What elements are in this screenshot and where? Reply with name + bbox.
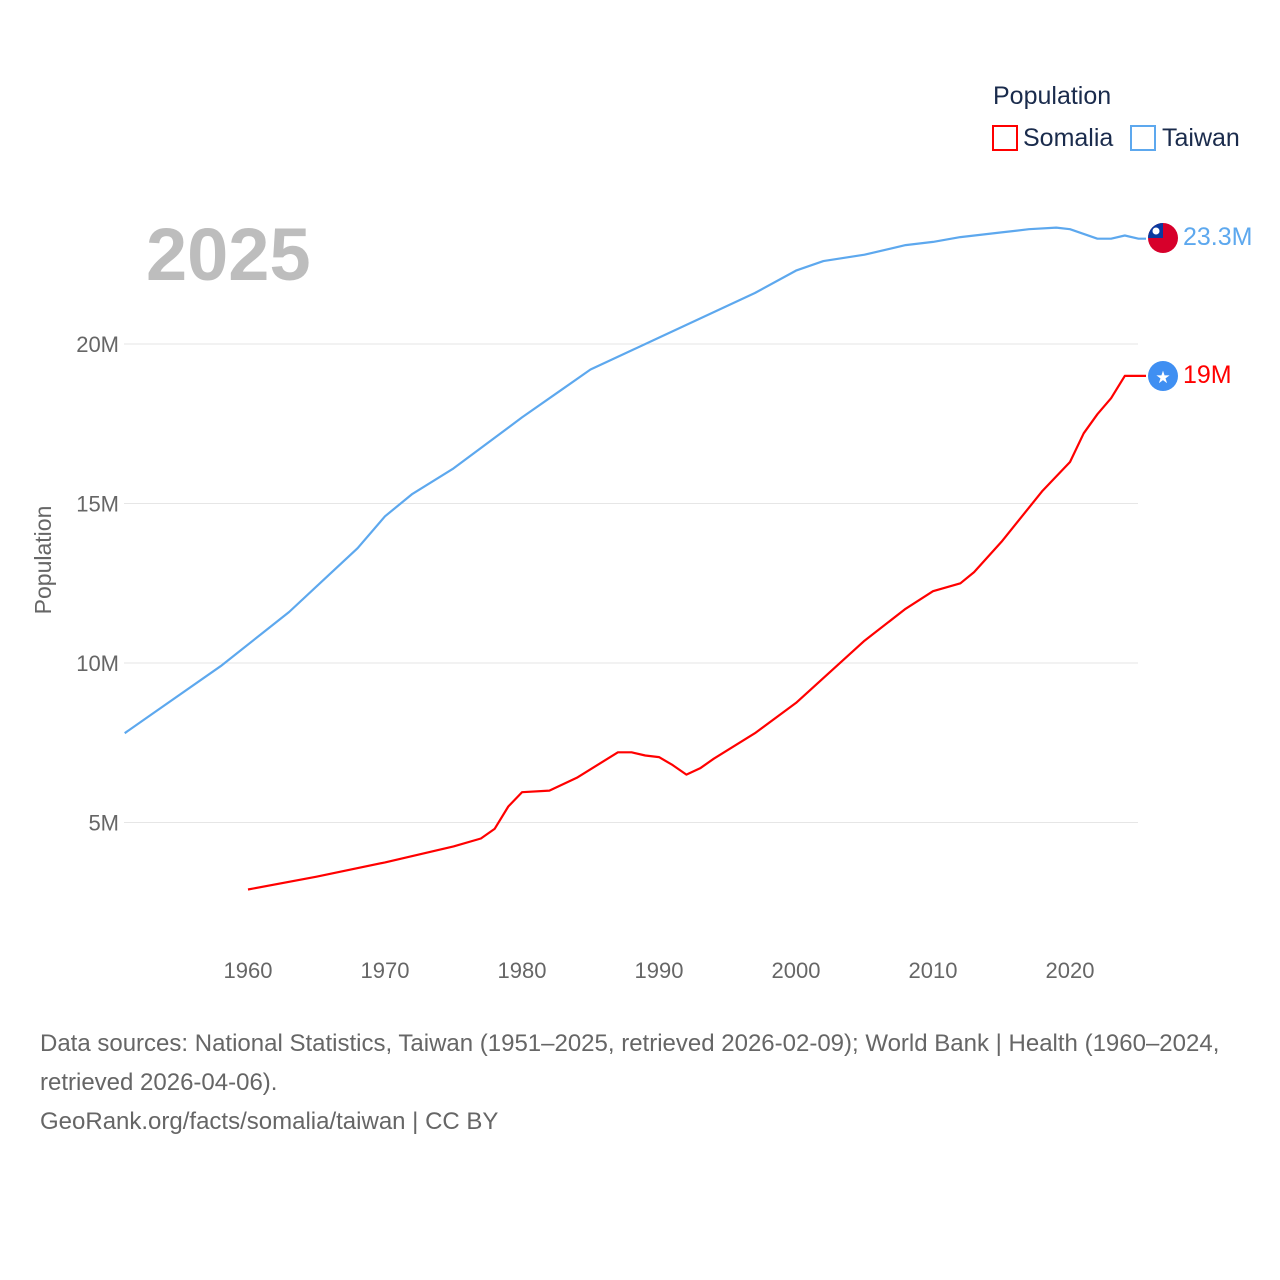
x-tick-label: 2010 [909,958,958,983]
legend-swatch-taiwan [1130,125,1156,151]
x-tick-label: 1970 [361,958,410,983]
x-axis-ticks: 1960 1970 1980 1990 2000 2010 2020 [224,958,1095,983]
source-text: Data sources: National Statistics, Taiwa… [40,1030,1220,1096]
x-tick-label: 2020 [1046,958,1095,983]
attribution-link[interactable]: GeoRank.org/facts/somalia/taiwan | CC BY [40,1108,499,1135]
x-tick-label: 2000 [772,958,821,983]
end-label-somalia: 19M [1183,361,1232,389]
y-tick-label: 20M [76,332,119,357]
legend-swatch-somalia [992,125,1018,151]
y-tick-label: 5M [88,811,119,836]
y-axis-label: Population [30,506,56,615]
end-label-taiwan: 23.3M [1183,223,1252,251]
series-lines [124,226,1146,891]
source-note: Data sources: National Statistics, Taiwa… [40,1024,1250,1141]
legend-label-taiwan[interactable]: Taiwan [1162,124,1240,152]
legend-label-somalia[interactable]: Somalia [1023,124,1113,152]
series-line-somalia [247,374,1146,891]
x-tick-label: 1980 [498,958,547,983]
year-label: 2025 [146,213,311,296]
legend: Population Somalia Taiwan [992,82,1240,152]
x-tick-label: 1990 [635,958,684,983]
x-tick-label: 1960 [224,958,273,983]
grid-lines [124,343,1138,823]
series-line-taiwan [124,226,1146,735]
y-tick-label: 10M [76,651,119,676]
y-axis-ticks: 5M 10M 15M 20M [76,332,119,836]
taiwan-flag-icon [1148,223,1178,253]
y-tick-label: 15M [76,492,119,517]
legend-title: Population [993,82,1111,110]
svg-text:★: ★ [1155,368,1170,387]
somalia-flag-icon: ★ [1148,361,1178,391]
